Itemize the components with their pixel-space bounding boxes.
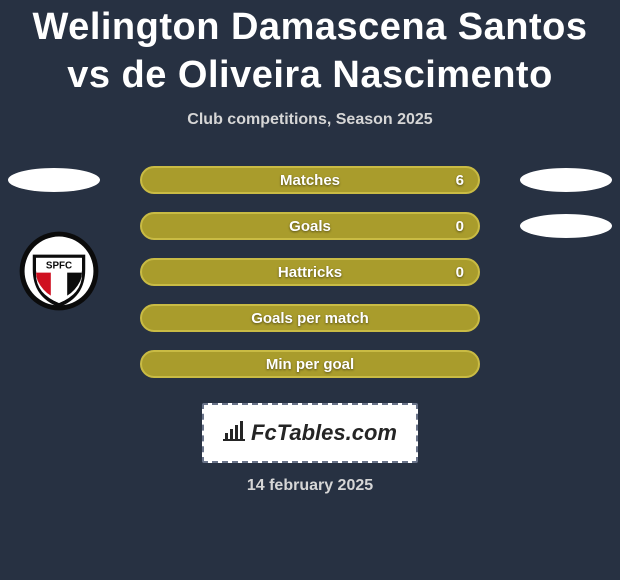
brand-box[interactable]: FcTables.com <box>202 403 418 463</box>
left-team-oval <box>8 168 100 192</box>
brand-text: FcTables.com <box>251 420 397 446</box>
stat-bar: Hattricks 0 <box>140 258 480 286</box>
stat-bar: Goals per match <box>140 304 480 332</box>
stat-label: Goals per match <box>251 310 369 327</box>
date-text: 14 february 2025 <box>0 477 620 495</box>
stat-bar: Goals 0 <box>140 212 480 240</box>
stat-value-right: 0 <box>456 264 464 281</box>
svg-text:SPFC: SPFC <box>46 261 72 272</box>
stat-label: Matches <box>280 172 340 189</box>
stat-label: Hattricks <box>278 264 342 281</box>
comparison-title: Welington Damascena Santos vs de Oliveir… <box>0 0 620 99</box>
left-team-logo: SPFC <box>18 230 100 312</box>
stat-row: Matches 6 <box>0 157 620 203</box>
subtitle: Club competitions, Season 2025 <box>0 111 620 129</box>
stat-value-right: 6 <box>456 172 464 189</box>
stat-bar: Matches 6 <box>140 166 480 194</box>
stat-row: Min per goal <box>0 341 620 387</box>
stat-label: Min per goal <box>266 356 354 373</box>
right-team-oval <box>520 214 612 238</box>
stat-label: Goals <box>289 218 331 235</box>
stat-value-right: 0 <box>456 218 464 235</box>
right-team-oval <box>520 168 612 192</box>
chart-icon <box>223 421 245 446</box>
stat-bar: Min per goal <box>140 350 480 378</box>
